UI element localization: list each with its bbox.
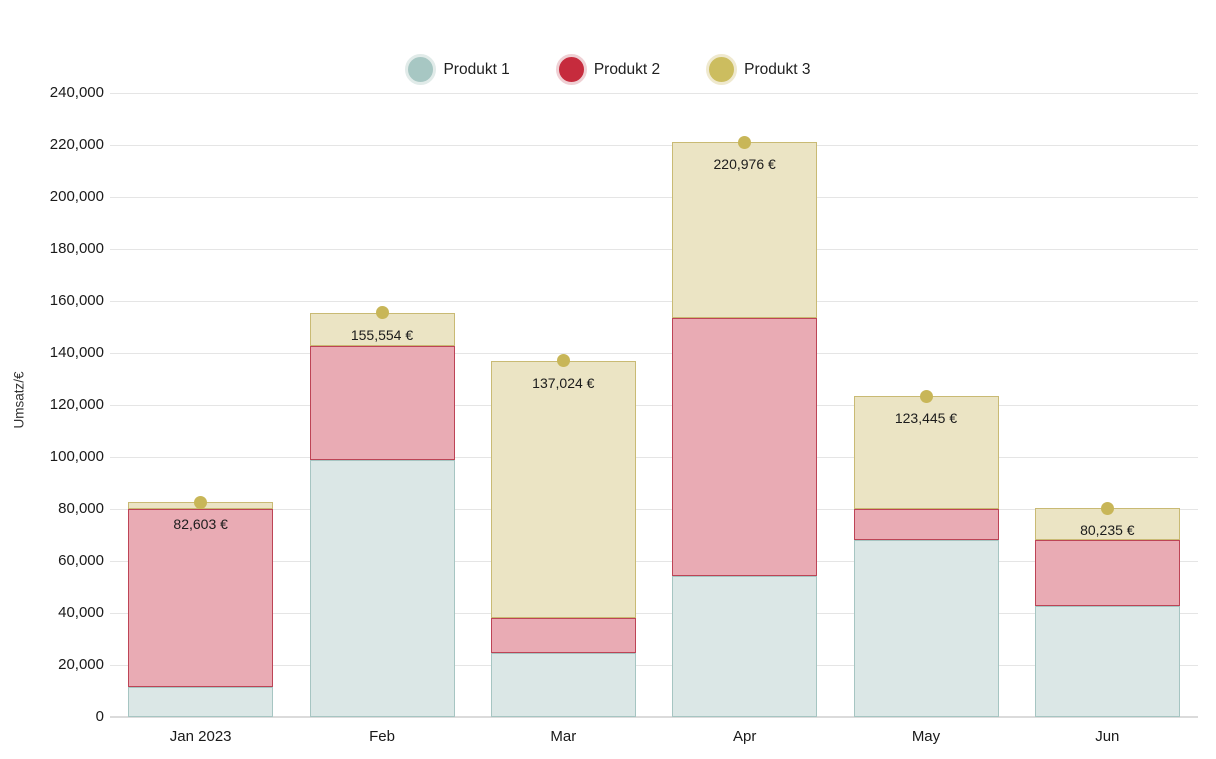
bar-segment-produkt-1 bbox=[128, 686, 274, 717]
gridline bbox=[110, 92, 1198, 94]
bar-segment-produkt-2 bbox=[128, 509, 274, 687]
legend-swatch-produkt-3-icon bbox=[706, 54, 738, 85]
total-marker-dot bbox=[1100, 501, 1114, 515]
bar-segment-produkt-2 bbox=[672, 318, 818, 576]
y-tick-label: 180,000 bbox=[49, 240, 104, 257]
bar-segment-produkt-2 bbox=[309, 346, 455, 461]
y-axis-title: Umsatz/€ bbox=[11, 371, 27, 429]
gridline bbox=[110, 144, 1198, 146]
bar-segment-produkt-1 bbox=[672, 575, 818, 717]
y-tick-label: 80,000 bbox=[58, 500, 104, 517]
y-tick-label: 160,000 bbox=[49, 292, 104, 309]
gridline bbox=[110, 196, 1198, 198]
bar-segment-produkt-3 bbox=[490, 360, 636, 618]
y-tick-label: 60,000 bbox=[58, 552, 104, 569]
bar-segment-produkt-2 bbox=[853, 508, 999, 540]
bar-segment-produkt-1 bbox=[490, 653, 636, 717]
legend-label-produkt-2: Produkt 2 bbox=[593, 60, 661, 78]
total-marker-dot bbox=[738, 135, 752, 149]
x-tick-label: Jan 2023 bbox=[169, 728, 232, 745]
y-tick-label: 200,000 bbox=[49, 188, 104, 205]
y-tick-label: 120,000 bbox=[49, 396, 104, 413]
legend-item-produkt-3[interactable]: Produkt 3 bbox=[706, 54, 811, 85]
legend-label-produkt-1: Produkt 1 bbox=[443, 60, 510, 78]
gridline bbox=[110, 300, 1198, 302]
total-value-label: 80,235 € bbox=[1080, 522, 1135, 539]
bar-segment-produkt-3 bbox=[853, 396, 999, 509]
y-tick-label: 40,000 bbox=[58, 604, 104, 621]
gridline bbox=[110, 248, 1198, 250]
legend-item-produkt-2[interactable]: Produkt 2 bbox=[555, 54, 661, 85]
gridline bbox=[110, 404, 1198, 406]
total-marker-dot bbox=[556, 354, 570, 368]
total-marker-dot bbox=[375, 306, 389, 320]
y-tick-label: 20,000 bbox=[58, 656, 104, 673]
legend-swatch-produkt-2-icon bbox=[555, 54, 587, 85]
x-axis-line bbox=[110, 716, 1198, 718]
legend-swatch-produkt-1-icon bbox=[405, 54, 437, 85]
total-marker-dot bbox=[194, 495, 208, 509]
x-tick-label: Mar bbox=[550, 728, 577, 745]
gridline bbox=[110, 560, 1198, 562]
bar-segment-produkt-2 bbox=[490, 617, 636, 654]
total-value-label: 82,603 € bbox=[173, 516, 228, 533]
x-tick-label: Feb bbox=[369, 728, 395, 745]
x-tick-label: Jun bbox=[1095, 728, 1120, 745]
total-value-label: 220,976 € bbox=[713, 156, 776, 173]
legend-label-produkt-3: Produkt 3 bbox=[744, 60, 811, 78]
legend-item-produkt-1[interactable]: Produkt 1 bbox=[405, 54, 510, 85]
total-value-label: 137,024 € bbox=[532, 374, 595, 391]
bar-segment-produkt-1 bbox=[1034, 605, 1180, 717]
x-tick-label: May bbox=[911, 728, 941, 745]
y-tick-label: 0 bbox=[95, 708, 104, 725]
bar-segment-produkt-1 bbox=[309, 460, 455, 717]
y-tick-label: 100,000 bbox=[49, 448, 104, 465]
y-tick-label: 240,000 bbox=[49, 84, 104, 101]
bar-segment-produkt-2 bbox=[1034, 539, 1180, 606]
gridline bbox=[110, 456, 1198, 458]
gridline bbox=[110, 612, 1198, 614]
gridline bbox=[110, 352, 1198, 354]
total-marker-dot bbox=[919, 389, 933, 403]
y-tick-label: 140,000 bbox=[49, 344, 104, 361]
total-value-label: 155,554 € bbox=[350, 326, 414, 343]
gridline bbox=[110, 664, 1198, 666]
x-tick-label: Apr bbox=[732, 728, 757, 745]
legend: Produkt 1 Produkt 2 Produkt 3 bbox=[0, 54, 1216, 85]
y-tick-label: 220,000 bbox=[49, 136, 104, 153]
total-value-label: 123,445 € bbox=[894, 410, 958, 427]
bar-segment-produkt-1 bbox=[853, 539, 999, 717]
gridline bbox=[110, 508, 1198, 510]
